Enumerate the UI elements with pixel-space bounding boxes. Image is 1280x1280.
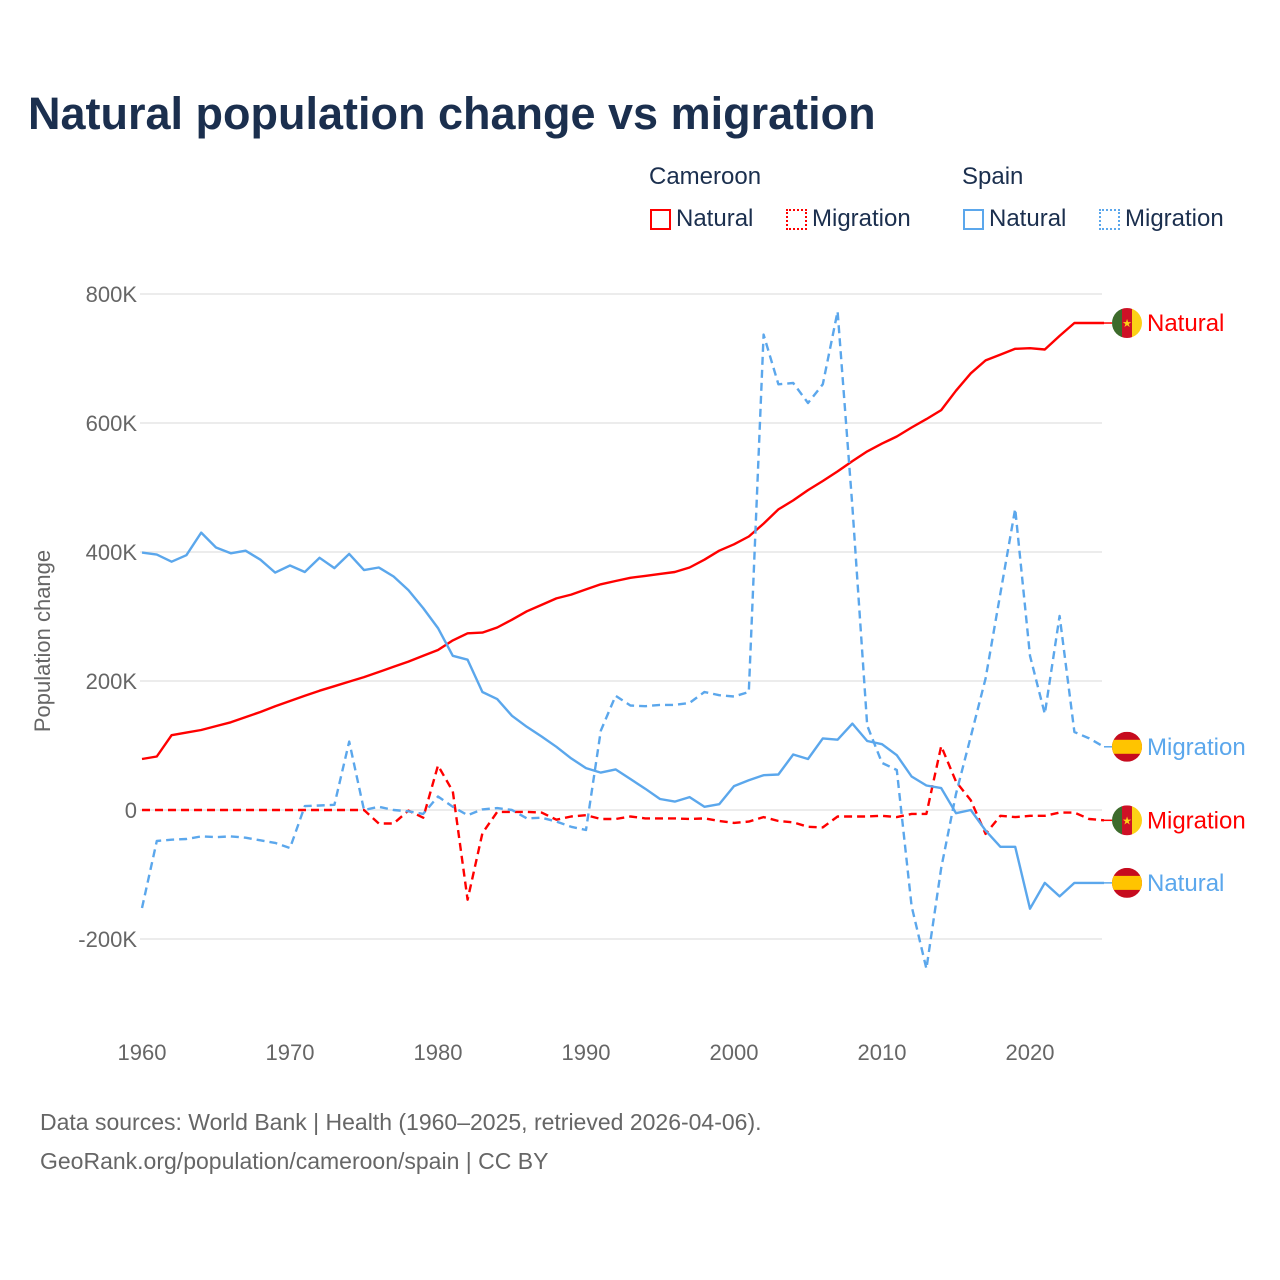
cameroon-flag-icon: ★ (1112, 308, 1142, 339)
svg-text:★: ★ (1122, 318, 1132, 330)
y-tick-label: 0 (125, 798, 137, 823)
legend-swatch-dotted-red (786, 208, 807, 230)
chart-title: Natural population change vs migration (28, 88, 876, 139)
x-tick-label: 1980 (414, 1040, 463, 1065)
legend-swatch-solid-blue (963, 208, 984, 230)
legend-group-spain: Spain (962, 163, 1024, 190)
legend-group-cameroon: Cameroon (649, 163, 762, 190)
footer-sources: Data sources: World Bank | Health (1960–… (40, 1109, 762, 1135)
legend-item-spain-migration[interactable]: Migration (1099, 205, 1224, 233)
y-axis-title: Population change (30, 550, 55, 732)
end-label-text: Natural (1147, 310, 1224, 337)
x-tick-label: 1990 (562, 1040, 611, 1065)
series-line-cameroon-natural (141, 321, 1104, 761)
y-tick-label: 400K (86, 540, 138, 565)
x-tick-label: 2020 (1006, 1040, 1055, 1065)
footer-credit[interactable]: GeoRank.org/population/cameroon/spain | … (40, 1148, 549, 1174)
x-tick-label: 2000 (710, 1040, 759, 1065)
series-line-spain-natural (141, 531, 1104, 910)
legend-label: Natural (989, 205, 1067, 232)
end-label-cameroon-migration: ★ Migration (1104, 805, 1246, 836)
legend-item-cameroon-natural[interactable]: Natural (650, 205, 753, 233)
spain-flag-icon (1112, 731, 1142, 762)
y-tick-label: -200K (78, 927, 137, 952)
legend-label: Natural (676, 205, 754, 232)
legend-label: Migration (1125, 205, 1224, 232)
end-label-cameroon-natural: ★ Natural (1104, 308, 1224, 339)
y-tick-label: 800K (86, 282, 138, 307)
end-label-spain-migration: Migration (1104, 731, 1246, 762)
x-tick-label: 1970 (266, 1040, 315, 1065)
legend-item-cameroon-migration[interactable]: Migration (786, 205, 911, 233)
end-label-spain-natural: Natural (1104, 867, 1224, 898)
x-tick-label: 2010 (858, 1040, 907, 1065)
spain-flag-icon (1112, 867, 1142, 898)
legend-item-spain-natural[interactable]: Natural (963, 205, 1066, 233)
end-label-text: Migration (1147, 734, 1246, 761)
y-tick-label: 200K (86, 669, 138, 694)
end-label-text: Natural (1147, 870, 1224, 897)
svg-text:★: ★ (1122, 815, 1132, 827)
legend-swatch-solid-red (650, 208, 671, 230)
legend-swatch-dotted-blue (1099, 208, 1120, 230)
cameroon-flag-icon: ★ (1112, 805, 1142, 836)
x-tick-label: 1960 (118, 1040, 167, 1065)
y-tick-label: 600K (86, 411, 138, 436)
series-line-spain-migration (140, 310, 1105, 970)
end-label-text: Migration (1147, 807, 1246, 834)
series-line-cameroon-migration (142, 744, 1105, 901)
legend-label: Migration (812, 205, 911, 232)
